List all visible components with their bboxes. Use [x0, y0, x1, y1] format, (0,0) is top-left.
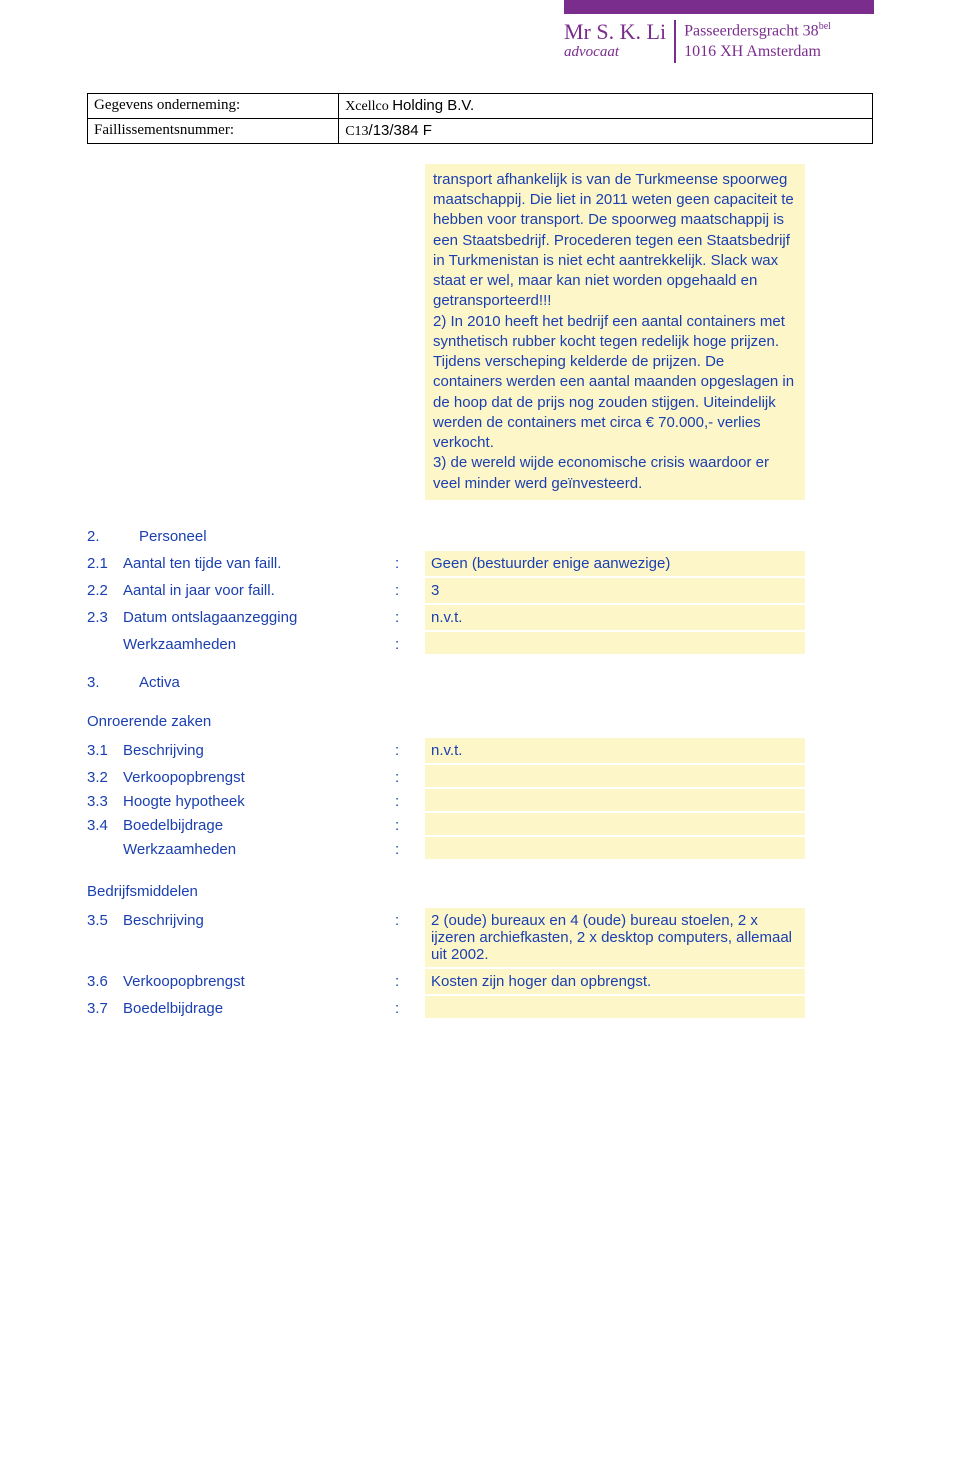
item-row: 2.2Aantal in jaar voor faill.:3 [87, 578, 873, 605]
item-value [425, 789, 805, 811]
meta-value-case: C13/13/384 F [339, 118, 873, 143]
section-title: Personeel [139, 528, 207, 545]
address-line-1: Passeerdersgracht 38bel [684, 20, 831, 42]
item-row: 3.1Beschrijving:n.v.t. [87, 738, 873, 765]
item-label: Datum ontslagaanzegging [123, 605, 395, 626]
main-narrative-block: transport afhankelijk is van de Turkmeen… [425, 164, 805, 500]
address-line-2: 1016 XH Amsterdam [684, 42, 831, 63]
item-label: Beschrijving [123, 738, 395, 759]
item-label: Verkoopopbrengst [123, 765, 395, 786]
item-row: 3.4Boedelbijdrage: [87, 813, 873, 837]
item-colon: : [395, 738, 425, 759]
item-row: 2.3Datum ontslagaanzegging:n.v.t. [87, 605, 873, 632]
item-number: 3.6 [87, 969, 123, 990]
item-number [87, 632, 123, 636]
item-colon: : [395, 969, 425, 990]
section-number: 2. [87, 528, 139, 545]
item-row: 3.7Boedelbijdrage: [87, 996, 873, 1020]
item-value: Geen (bestuurder enige aanwezige) [425, 551, 805, 576]
item-row: 2.1Aantal ten tijde van faill.:Geen (bes… [87, 551, 873, 578]
item-colon: : [395, 578, 425, 599]
item-row: Werkzaamheden: [87, 632, 873, 656]
item-number: 3.1 [87, 738, 123, 759]
item-label: Boedelbijdrage [123, 996, 395, 1017]
item-label: Verkoopopbrengst [123, 969, 395, 990]
item-label: Werkzaamheden [123, 837, 395, 858]
item-colon: : [395, 837, 425, 858]
item-value: 2 (oude) bureaux en 4 (oude) bureau stoe… [425, 908, 805, 967]
item-number: 3.7 [87, 996, 123, 1017]
item-value [425, 996, 805, 1018]
meta-value-company: Xcellco Holding B.V. [339, 93, 873, 118]
meta-table: Gegevens onderneming: Xcellco Holding B.… [87, 93, 873, 144]
item-number: 3.4 [87, 813, 123, 834]
lawyer-name: Mr S. K. Li [564, 20, 666, 44]
section-2-heading: 2. Personeel [87, 528, 873, 545]
section-title: Activa [139, 674, 180, 691]
item-colon: : [395, 551, 425, 572]
item-row: 3.5Beschrijving:2 (oude) bureaux en 4 (o… [87, 908, 873, 969]
top-color-bar [564, 0, 874, 14]
item-number: 2.1 [87, 551, 123, 572]
item-row: 3.3Hoogte hypotheek: [87, 789, 873, 813]
subheading-bedrijfsmiddelen: Bedrijfsmiddelen [87, 883, 873, 900]
item-label: Boedelbijdrage [123, 813, 395, 834]
item-colon: : [395, 605, 425, 626]
letterhead: Mr S. K. Li advocaat Passeerdersgracht 3… [564, 20, 960, 63]
item-value: n.v.t. [425, 738, 805, 763]
section-number: 3. [87, 674, 139, 691]
meta-label-company: Gegevens onderneming: [88, 93, 339, 118]
item-number: 2.2 [87, 578, 123, 599]
item-value [425, 813, 805, 835]
item-label: Aantal ten tijde van faill. [123, 551, 395, 572]
item-row: 3.6Verkoopopbrengst:Kosten zijn hoger da… [87, 969, 873, 996]
meta-label-case: Faillissementsnummer: [88, 118, 339, 143]
item-value [425, 765, 805, 787]
item-number: 3.2 [87, 765, 123, 786]
item-colon: : [395, 789, 425, 810]
item-value: 3 [425, 578, 805, 603]
lawyer-title: advocaat [564, 44, 666, 61]
section-3-heading: 3. Activa [87, 674, 873, 691]
item-colon: : [395, 813, 425, 834]
item-colon: : [395, 996, 425, 1017]
item-row: 3.2Verkoopopbrengst: [87, 765, 873, 789]
item-value [425, 837, 805, 859]
item-colon: : [395, 765, 425, 786]
subheading-onroerende: Onroerende zaken [87, 713, 873, 730]
item-number [87, 837, 123, 841]
item-value: Kosten zijn hoger dan opbrengst. [425, 969, 805, 994]
item-colon: : [395, 632, 425, 653]
item-label: Werkzaamheden [123, 632, 395, 653]
item-label: Hoogte hypotheek [123, 789, 395, 810]
item-label: Beschrijving [123, 908, 395, 929]
item-colon: : [395, 908, 425, 929]
item-value: n.v.t. [425, 605, 805, 630]
item-row: Werkzaamheden: [87, 837, 873, 861]
item-label: Aantal in jaar voor faill. [123, 578, 395, 599]
item-number: 2.3 [87, 605, 123, 626]
item-number: 3.3 [87, 789, 123, 810]
item-value [425, 632, 805, 654]
item-number: 3.5 [87, 908, 123, 929]
